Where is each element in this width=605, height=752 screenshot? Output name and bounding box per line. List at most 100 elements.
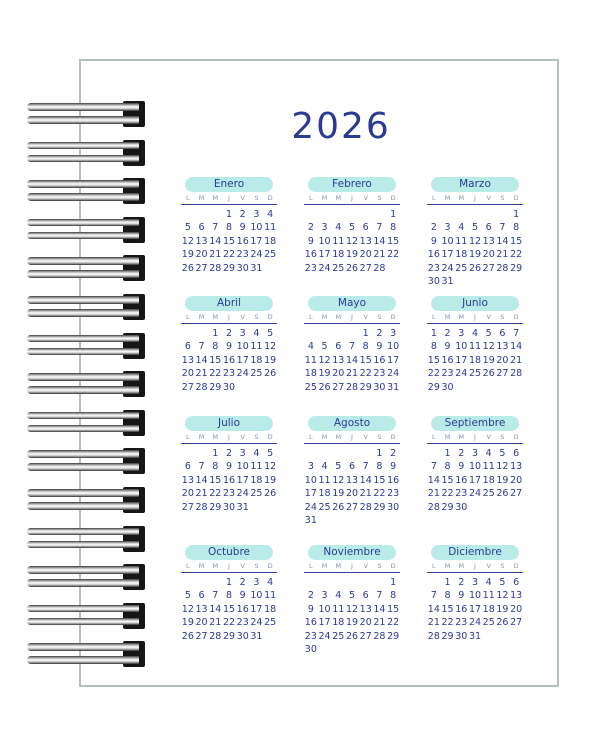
- day-number: 24: [468, 488, 482, 500]
- day-empty: [181, 447, 195, 460]
- spiral-coil: [27, 178, 145, 205]
- day-empty: [482, 501, 496, 514]
- weekday-label: J: [228, 433, 230, 441]
- day-number: 4: [485, 577, 492, 588]
- day-number: 7: [513, 328, 520, 339]
- day-number: 28: [345, 381, 359, 393]
- notebook-page: [79, 59, 559, 687]
- day-empty: [482, 208, 496, 221]
- week-row: 12 13 14 15 16 17 18: [181, 603, 277, 616]
- week-row: 16 17 18 19 20 21 22: [427, 248, 523, 261]
- weekday-label: M: [458, 433, 465, 441]
- day-empty: [331, 208, 345, 221]
- day-number: 8: [444, 590, 451, 602]
- weekday-label: D: [513, 313, 519, 321]
- day-empty: [509, 381, 523, 394]
- spiral-coil: [27, 525, 145, 552]
- day-number: 3: [458, 328, 465, 339]
- day-number: 25: [250, 368, 263, 380]
- weekday-label: V: [486, 313, 491, 321]
- month-header: Julio: [185, 416, 273, 431]
- day-number: 7: [376, 222, 383, 234]
- day-number: 30: [387, 501, 400, 513]
- day-number: 9: [458, 590, 465, 602]
- day-number: 7: [376, 590, 383, 602]
- month-days: 1 2 3 4 5 6 7 8 9 10 11 12 13 14 15 16 17 18 19 20 21 22 23 24 2…: [181, 576, 277, 643]
- week-row: 13 14 15 16 17 18 19: [181, 474, 277, 487]
- weekday-label: V: [363, 194, 368, 202]
- day-number: 9: [225, 461, 233, 473]
- day-empty: [427, 208, 441, 221]
- week-row: 15 16 17 18 19 20 21: [427, 354, 523, 367]
- day-empty: [359, 208, 373, 221]
- weekday-label: D: [267, 194, 273, 202]
- day-number: 6: [348, 461, 356, 473]
- day-empty: [345, 327, 359, 340]
- day-number: 12: [264, 341, 277, 353]
- day-number: 6: [335, 341, 342, 353]
- day-number: 4: [267, 209, 274, 220]
- day-number: 14: [373, 603, 386, 615]
- month-header: Septiembre: [431, 416, 519, 431]
- day-number: 26: [332, 501, 345, 513]
- day-number: 9: [307, 603, 314, 615]
- day-number: 17: [250, 603, 263, 615]
- day-number: 5: [348, 222, 356, 234]
- day-number: 19: [181, 249, 194, 261]
- day-number: 31: [236, 501, 249, 513]
- day-number: 26: [181, 630, 194, 642]
- day-number: 17: [441, 249, 454, 261]
- day-number: 26: [496, 488, 509, 500]
- day-number: 1: [212, 328, 219, 339]
- month-calendar-julio: Julio L M M J V S D 1 2 3 4 5 6 7 8 9 10 11 12 13 14 15 16 17 18 1…: [181, 416, 277, 527]
- day-number: 3: [471, 577, 479, 588]
- week-row: 22 23 24 25 26 27 28: [427, 367, 523, 380]
- day-empty: [318, 327, 332, 340]
- day-number: 30: [222, 501, 236, 513]
- day-number: 7: [430, 590, 437, 602]
- day-empty: [359, 576, 373, 589]
- weekday-label: J: [351, 313, 353, 321]
- day-number: 11: [304, 354, 317, 366]
- day-empty: [345, 514, 359, 527]
- day-number: 25: [264, 617, 277, 629]
- day-number: 14: [373, 235, 386, 247]
- day-number: 17: [387, 354, 400, 366]
- day-number: 1: [430, 328, 437, 339]
- day-empty: [496, 208, 510, 221]
- day-number: 8: [444, 461, 451, 473]
- weekday-label: M: [444, 313, 451, 321]
- day-number: 5: [267, 448, 274, 459]
- week-row: 20 21 22 23 24 25 26: [181, 487, 277, 500]
- day-empty: [345, 447, 359, 460]
- day-number: 29: [441, 501, 454, 513]
- week-row: 9 10 11 12 13 14 15: [304, 235, 400, 248]
- day-empty: [386, 262, 400, 275]
- month-header: Marzo: [431, 177, 519, 192]
- coil-wire-bottom: [27, 656, 139, 664]
- day-number: 22: [387, 249, 400, 261]
- month-calendar-septiembre: Septiembre L M M J V S D 1 2 3 4 5 6 7 8 9 10 11 12 13 14 15 16…: [427, 416, 523, 527]
- day-number: 17: [304, 488, 317, 500]
- week-row: 16 17 18 19 20 21 22: [304, 616, 400, 629]
- day-empty: [373, 576, 387, 589]
- coil-wire-top: [27, 180, 139, 188]
- day-number: 22: [510, 249, 523, 261]
- day-number: 16: [441, 354, 454, 366]
- day-number: 12: [496, 461, 509, 473]
- day-number: 11: [482, 461, 495, 473]
- day-number: 20: [332, 368, 345, 380]
- day-number: 27: [359, 262, 372, 274]
- day-number: 27: [345, 501, 359, 513]
- day-number: 27: [482, 262, 495, 274]
- day-number: 24: [468, 617, 482, 629]
- day-number: 22: [441, 488, 454, 500]
